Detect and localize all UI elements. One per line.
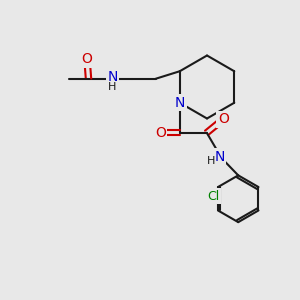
Text: H: H bbox=[108, 82, 117, 92]
Text: O: O bbox=[155, 126, 166, 140]
Text: O: O bbox=[82, 52, 92, 66]
Text: Cl: Cl bbox=[207, 190, 220, 202]
Text: N: N bbox=[175, 96, 185, 110]
Text: H: H bbox=[207, 156, 215, 166]
Text: N: N bbox=[214, 150, 225, 164]
Text: O: O bbox=[218, 112, 229, 126]
Text: N: N bbox=[107, 70, 118, 84]
